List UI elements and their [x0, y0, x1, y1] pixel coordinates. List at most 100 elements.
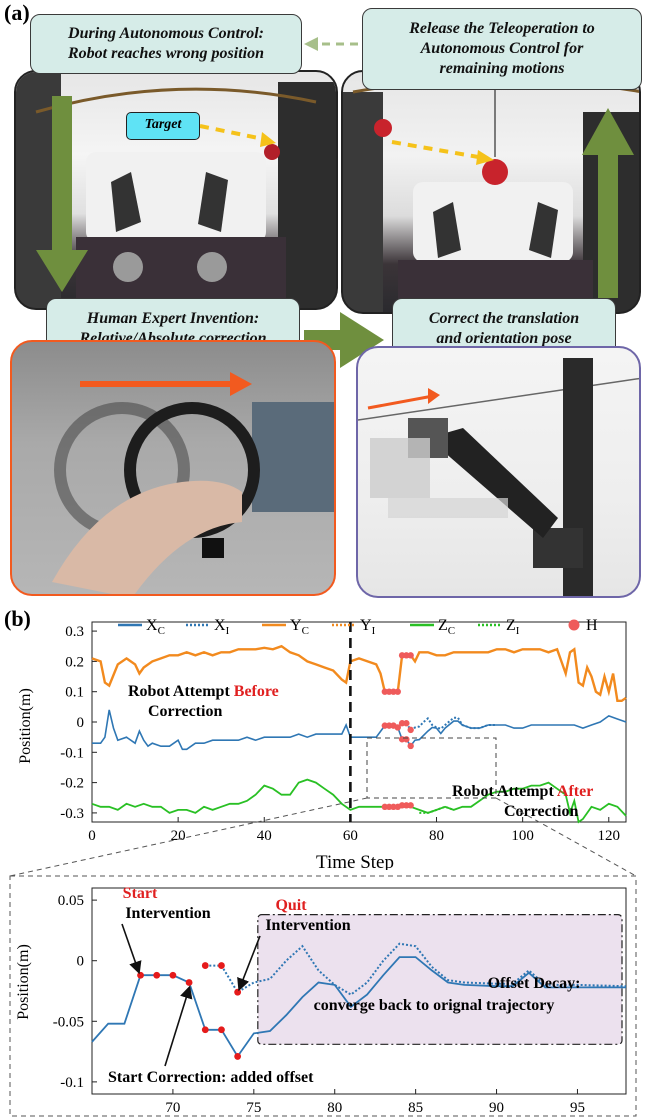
start-black-label: Intervention — [125, 905, 210, 922]
inset-ytick-label: 0 — [77, 954, 85, 970]
after-annotation-line1: Robot Attempt After — [452, 783, 593, 800]
intervention-point — [407, 726, 414, 734]
main-ytick-label: 0.3 — [65, 624, 84, 640]
legend-sub: I — [372, 625, 376, 637]
main-xtick-label: 120 — [598, 828, 621, 844]
before-annotation-line1: Robot Attempt Before — [128, 683, 279, 700]
orange-arrows — [80, 372, 252, 396]
inset-intervention-point — [218, 1026, 225, 1034]
main-xtick-label: 100 — [511, 828, 534, 844]
legend-sub: C — [302, 625, 309, 637]
decay-label-line2: converge back to orignal trajectory — [314, 997, 555, 1014]
before-annotation-line2: Correction — [148, 703, 222, 720]
main-chart-xlabel: Time Step — [316, 852, 394, 870]
inset-intervention-point — [201, 962, 209, 969]
inset-series-xi-line — [205, 942, 627, 996]
callout-correct-line2: and orientation pose — [436, 330, 572, 347]
right-arrow-icon — [340, 312, 384, 368]
quit-intervention-arrow — [237, 935, 261, 992]
callout-autonomous-line2: Robot reaches wrong position — [67, 45, 265, 62]
after-annotation-word: After — [557, 783, 593, 800]
series-zi-line — [419, 805, 455, 814]
start-correction-arrow — [164, 985, 193, 1067]
main-ytick-label: -0.1 — [60, 745, 84, 761]
inset-chart-ylabel: Position(m) — [15, 944, 32, 1020]
inset-ytick-label: -0.1 — [60, 1075, 84, 1091]
after-annotation-line2: Correction — [504, 803, 578, 820]
main-ytick-label: -0.2 — [60, 776, 84, 792]
main-xtick-label: 80 — [429, 828, 444, 844]
main-ytick-label: 0.1 — [65, 685, 84, 701]
callout-release-line1: Release the Teleoperation to — [409, 20, 595, 37]
callout-autonomous: During Autonomous Control: Robot reaches… — [30, 14, 302, 74]
intervention-point — [407, 802, 414, 809]
inset-xtick-label: 95 — [570, 1100, 585, 1116]
legend-sub: C — [448, 625, 455, 637]
legend-sub: C — [158, 625, 165, 637]
inset-intervention-point — [185, 979, 193, 986]
start-red-label: Start — [123, 885, 158, 902]
target-tag: Target — [126, 112, 200, 140]
inset-xtick-label: 70 — [165, 1100, 180, 1116]
callout-human-line1: Human Expert Invention: — [86, 310, 260, 327]
start-intervention-arrow — [121, 923, 142, 975]
panel-b-label: (b) — [4, 606, 31, 631]
callout-release-line3: remaining motions — [439, 60, 565, 77]
legend-label: H — [586, 617, 598, 634]
inset-position-chart: 70 75 80 85 90 95 0.05 0 -0.05 -0.1 Position(m) S… — [15, 885, 627, 1116]
callout-release-line2: Autonomous Control for — [420, 40, 584, 57]
inset-ytick-label: 0.05 — [58, 893, 84, 909]
main-ytick-label: 0 — [77, 715, 85, 731]
panel-a-arrows — [36, 37, 634, 368]
down-arrow-icon — [36, 250, 88, 292]
intervention-point — [394, 688, 401, 695]
callout-autonomous-line1: During Autonomous Control: — [68, 25, 264, 42]
inset-chart-frame — [91, 887, 627, 1095]
main-xtick-label: 0 — [88, 828, 96, 844]
before-annotation-word: Before — [234, 683, 279, 700]
inset-intervention-point — [218, 962, 225, 969]
up-arrow-icon — [582, 108, 634, 155]
inset-xtick-label: 90 — [489, 1100, 504, 1116]
intervention-point — [394, 724, 401, 731]
panel-a-label: (a) — [4, 0, 30, 25]
legend-h-marker — [568, 619, 580, 631]
inset-intervention-point — [234, 1053, 242, 1060]
intervention-point — [407, 742, 414, 750]
zoom-source-box — [366, 737, 497, 799]
robot-arm-illustration — [358, 358, 639, 596]
intervention-point — [403, 720, 410, 727]
inset-intervention-point — [137, 971, 144, 979]
inset-intervention-point — [169, 971, 177, 979]
main-xtick-label: 20 — [171, 828, 186, 844]
robot-arm-photo — [356, 346, 641, 598]
start-correction-label: Start Correction: added offset — [108, 1069, 314, 1086]
main-chart-ylabel: Position(m) — [17, 688, 34, 764]
main-xtick-label: 60 — [343, 828, 358, 844]
inset-frame-dashed — [9, 875, 637, 1117]
inset-ytick-label: -0.05 — [53, 1014, 84, 1030]
legend-sub: I — [516, 625, 520, 637]
series-zc-line — [91, 778, 627, 824]
quit-red-label: Quit — [275, 897, 307, 914]
inset-intervention-point — [234, 988, 242, 996]
inset-intervention-point — [201, 1026, 209, 1034]
dashed-left-arrow-icon — [304, 37, 318, 51]
main-ytick-label: -0.3 — [60, 806, 84, 822]
intervention-point — [407, 652, 414, 659]
series-xc-line — [92, 709, 627, 751]
offset-decay-region — [257, 914, 623, 1045]
callout-release: Release the Teleoperation to Autonomous … — [362, 8, 642, 90]
inset-xtick-label: 85 — [408, 1100, 423, 1116]
legend-sub: I — [226, 625, 230, 637]
main-xtick-label: 40 — [257, 828, 272, 844]
teleop-illustration — [52, 402, 334, 594]
after-annotation-prefix: Robot Attempt — [452, 783, 557, 800]
callout-correct-line1: Correct the translation — [428, 310, 580, 327]
decay-label-line1: Offset Decay: — [488, 975, 581, 992]
main-ytick-label: 0.2 — [65, 654, 84, 670]
series-xi-line — [402, 716, 497, 732]
inset-xtick-label: 80 — [327, 1100, 342, 1116]
